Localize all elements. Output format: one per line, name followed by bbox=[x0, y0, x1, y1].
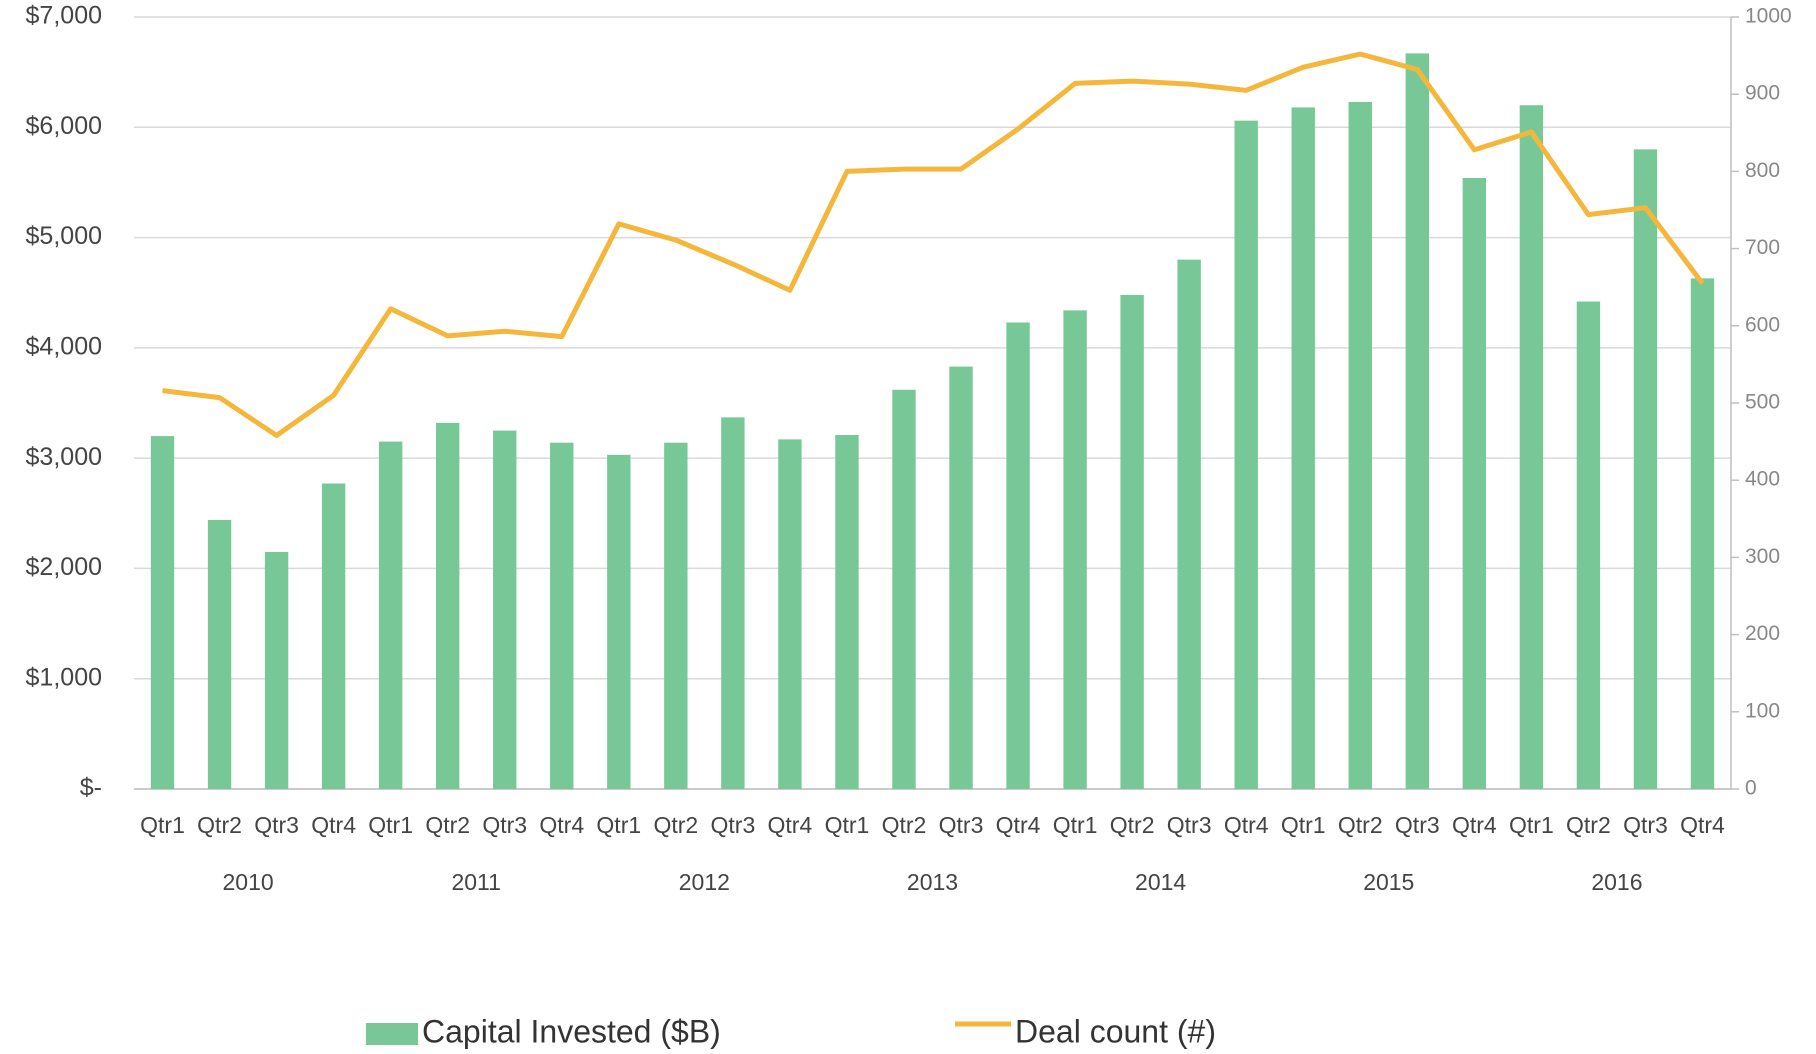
bar bbox=[664, 442, 688, 789]
bar bbox=[1177, 259, 1201, 790]
x-tick-label: Qtr2 bbox=[425, 812, 470, 838]
y2-tick-label: 400 bbox=[1745, 468, 1780, 491]
bar bbox=[1006, 322, 1030, 789]
y2-tick-label: 900 bbox=[1745, 82, 1780, 105]
y-tick-label: $4,000 bbox=[26, 332, 102, 360]
x-tick-label: Qtr1 bbox=[596, 812, 641, 838]
x-tick-label: Qtr3 bbox=[254, 812, 299, 838]
bar bbox=[949, 366, 973, 789]
bar bbox=[1576, 301, 1601, 789]
x-tick-label: Qtr3 bbox=[1167, 812, 1212, 838]
y2-tick-label: 500 bbox=[1745, 391, 1780, 414]
bar bbox=[550, 442, 574, 789]
y-tick-label: $7,000 bbox=[26, 2, 102, 30]
x-tick-label: Qtr2 bbox=[1338, 812, 1383, 838]
y2-tick-label: 100 bbox=[1745, 699, 1780, 722]
y-tick-label: $3,000 bbox=[26, 443, 102, 471]
bar bbox=[1348, 101, 1372, 790]
x-tick-label: Qtr4 bbox=[1224, 812, 1269, 838]
y2-tick-label: 300 bbox=[1745, 545, 1780, 568]
legend-label: Deal count (#) bbox=[1015, 1013, 1216, 1049]
x-tick-label: Qtr4 bbox=[311, 812, 356, 838]
x-group-label: 2012 bbox=[679, 869, 730, 895]
x-tick-label: Qtr1 bbox=[825, 812, 870, 838]
x-tick-label: Qtr3 bbox=[711, 812, 756, 838]
x-tick-label: Qtr2 bbox=[882, 812, 927, 838]
x-tick-label: Qtr4 bbox=[996, 812, 1041, 838]
bar bbox=[607, 454, 631, 789]
x-tick-label: Qtr1 bbox=[1509, 812, 1554, 838]
y-tick-label: $2,000 bbox=[26, 553, 102, 581]
line bbox=[162, 51, 1705, 438]
x-tick-label: Qtr2 bbox=[653, 812, 698, 838]
x-tick-label: Qtr4 bbox=[539, 812, 584, 838]
x-group-label: 2011 bbox=[451, 869, 500, 895]
y2-tick-label: 200 bbox=[1745, 622, 1780, 645]
y2-tick-label: 800 bbox=[1745, 159, 1780, 182]
y-tick-label: $6,000 bbox=[26, 112, 102, 140]
legend-label: Capital Invested ($B) bbox=[422, 1013, 721, 1049]
x-group-label: 2010 bbox=[222, 869, 273, 895]
x-tick-label: Qtr3 bbox=[1395, 812, 1440, 838]
x-tick-label: Qtr4 bbox=[1452, 812, 1497, 838]
bar bbox=[1234, 120, 1258, 789]
x-tick-label: Qtr1 bbox=[1053, 812, 1098, 838]
x-group-label: 2014 bbox=[1135, 869, 1186, 895]
x-group-label: 2013 bbox=[907, 869, 958, 895]
bar bbox=[1120, 294, 1144, 789]
x-tick-label: Qtr1 bbox=[140, 812, 185, 838]
bar bbox=[721, 417, 745, 789]
bar bbox=[378, 441, 403, 789]
bar bbox=[436, 422, 460, 789]
y2-tick-label: 1000 bbox=[1745, 5, 1792, 28]
x-tick-label: Qtr2 bbox=[1110, 812, 1155, 838]
y2-tick-label: 700 bbox=[1745, 236, 1780, 259]
bar bbox=[835, 434, 859, 789]
x-tick-label: Qtr1 bbox=[368, 812, 413, 838]
bar bbox=[1519, 105, 1544, 789]
x-tick-label: Qtr3 bbox=[1623, 812, 1668, 838]
x-tick-label: Qtr4 bbox=[1680, 812, 1725, 838]
bar bbox=[264, 551, 289, 789]
x-tick-label: Qtr3 bbox=[939, 812, 984, 838]
y-tick-label: $5,000 bbox=[26, 222, 102, 250]
bar bbox=[1633, 149, 1658, 790]
x-group-label: 2016 bbox=[1591, 869, 1642, 895]
x-tick-label: Qtr3 bbox=[482, 812, 527, 838]
bar bbox=[1063, 310, 1087, 789]
bar bbox=[207, 519, 232, 789]
x-tick-label: Qtr1 bbox=[1281, 812, 1326, 838]
bar bbox=[1291, 107, 1315, 790]
y2-tick-label: 600 bbox=[1745, 313, 1780, 336]
bar bbox=[150, 436, 175, 789]
x-group-label: 2015 bbox=[1363, 869, 1414, 895]
legend-swatch bbox=[366, 1023, 418, 1045]
bar bbox=[321, 483, 346, 789]
bar bbox=[778, 439, 802, 789]
y2-tick-label: 0 bbox=[1745, 777, 1757, 800]
y-tick-label: $1,000 bbox=[26, 663, 102, 691]
x-tick-label: Qtr4 bbox=[768, 812, 813, 838]
bar bbox=[1462, 178, 1487, 789]
bar bbox=[493, 430, 517, 789]
bar bbox=[1690, 278, 1715, 789]
x-tick-label: Qtr2 bbox=[197, 812, 242, 838]
bar bbox=[1405, 53, 1429, 789]
x-tick-label: Qtr2 bbox=[1566, 812, 1611, 838]
y-tick-label: $- bbox=[80, 774, 102, 802]
bar bbox=[892, 389, 916, 789]
